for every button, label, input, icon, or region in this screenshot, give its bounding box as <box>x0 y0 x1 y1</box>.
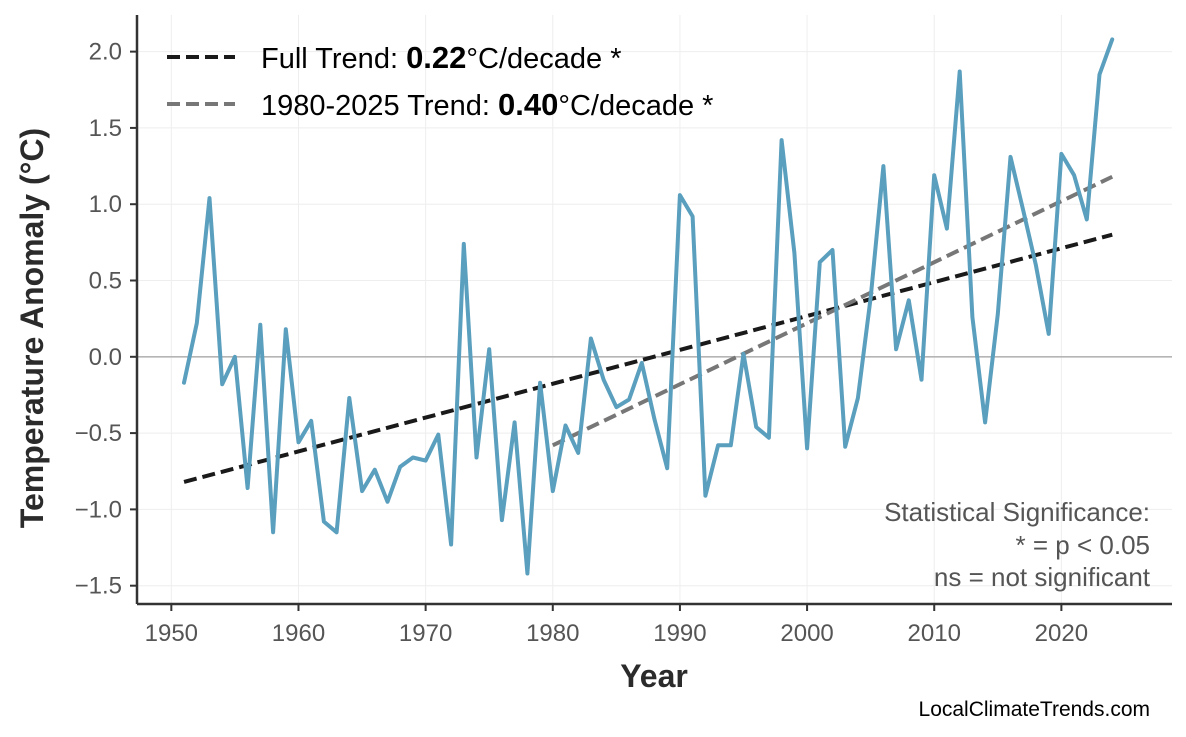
y-tick-label: 0.0 <box>89 344 122 371</box>
y-tick-label: 1.5 <box>89 115 122 142</box>
y-tick-label: 2.0 <box>89 39 122 66</box>
y-tick-label: −1.0 <box>75 496 122 523</box>
x-tick-label: 1990 <box>653 620 706 647</box>
y-tick-label: 0.5 <box>89 268 122 295</box>
legend-entry: Full Trend: 0.22°C/decade * <box>261 40 622 75</box>
x-tick-label: 2010 <box>908 620 961 647</box>
trend-line-full <box>183 232 1113 484</box>
trend-layer <box>183 174 1114 484</box>
x-tick-label: 2000 <box>780 620 833 647</box>
trend-line-1980-2025 <box>551 174 1114 448</box>
x-tick-label: 2020 <box>1035 620 1088 647</box>
legend-entry-value: 0.40 <box>498 87 558 122</box>
legend-entry-label: Full Trend: <box>261 43 406 75</box>
significance-note-title: Statistical Significance: <box>884 497 1150 527</box>
legend: Full Trend: 0.22°C/decade *1980-2025 Tre… <box>167 40 713 122</box>
y-tick-label: 1.0 <box>89 191 122 218</box>
significance-note-ns: ns = not significant <box>934 562 1151 592</box>
legend-entry-label: 1980-2025 Trend: <box>261 90 498 122</box>
x-tick-label: 1960 <box>272 620 325 647</box>
series-line <box>182 37 1115 576</box>
legend-entry-unit: °C/decade * <box>558 90 713 122</box>
axes-layer <box>135 15 1172 606</box>
y-axis-title: Temperature Anomaly (°C) <box>14 128 50 528</box>
x-tick-label: 1950 <box>145 620 198 647</box>
legend-entry-value: 0.22 <box>406 40 466 75</box>
x-tick-label: 1980 <box>526 620 579 647</box>
ticks-layer: 1950 1960 1970 1980 1990 2000 2010 2020 −1.5 −1.0… <box>75 39 1088 647</box>
significance-note-star: * = p < 0.05 <box>1016 530 1150 560</box>
x-tick-label: 1970 <box>399 620 452 647</box>
x-axis-title: Year <box>620 658 688 694</box>
y-tick-label: −1.5 <box>75 573 122 600</box>
site-credit: LocalClimateTrends.com <box>919 698 1150 721</box>
legend-entry-unit: °C/decade * <box>466 43 621 75</box>
y-tick-label: −0.5 <box>75 420 122 447</box>
legend-entry: 1980-2025 Trend: 0.40°C/decade * <box>261 87 713 122</box>
